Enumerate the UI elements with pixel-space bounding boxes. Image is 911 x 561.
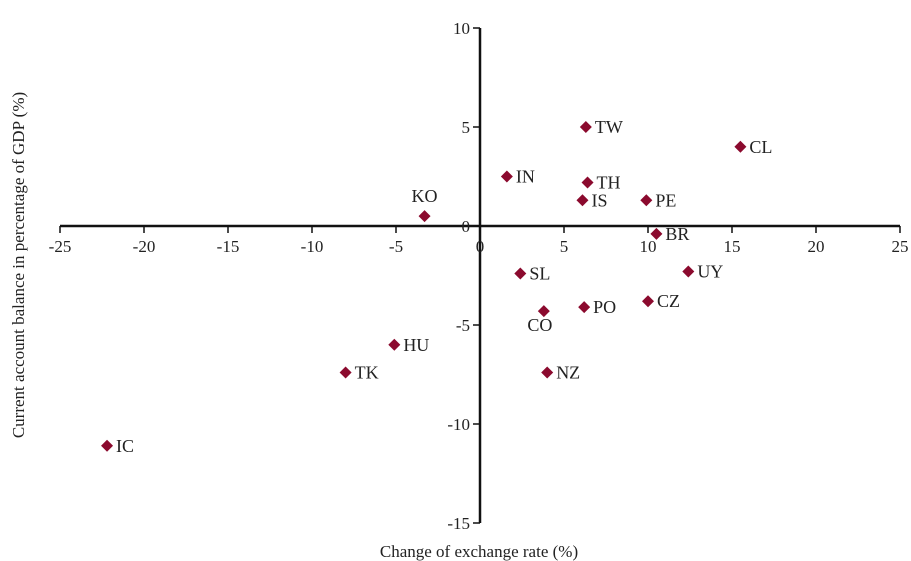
point-label-br: BR (665, 224, 689, 244)
data-point-uy (682, 265, 695, 278)
x-tick-label: -20 (133, 237, 156, 256)
x-tick-label: 25 (892, 237, 909, 256)
point-label-cl: CL (749, 137, 772, 157)
point-label-pe: PE (655, 190, 676, 210)
point-label-hu: HU (403, 335, 429, 355)
data-point-ic (101, 439, 114, 452)
data-point-cz (642, 295, 654, 308)
data-point-hu (388, 338, 401, 351)
data-point-tw (579, 121, 592, 133)
point-label-cz: CZ (657, 291, 680, 311)
point-label-sl: SL (529, 264, 550, 284)
x-tick-label: 15 (724, 237, 741, 256)
axes (59, 27, 901, 524)
x-tick-label: -10 (301, 237, 324, 256)
data-point-is (576, 194, 589, 207)
data-point-in (500, 170, 513, 183)
data-point-co (537, 305, 550, 318)
x-tick-label: 10 (640, 237, 657, 256)
data-point-th (581, 176, 594, 189)
point-label-uy: UY (697, 262, 723, 282)
point-label-nz: NZ (556, 363, 580, 383)
y-tick-label: -15 (447, 514, 470, 533)
data-point-sl (514, 267, 527, 280)
data-points (101, 121, 747, 452)
x-tick-label: 5 (560, 237, 569, 256)
tick-labels: -25 -20 -15 -10 -5 0 5 10 15 20 25 10 5 0 -5 -10 -15 (49, 19, 909, 533)
y-axis-title: Current account balance in percentage of… (9, 92, 28, 438)
data-point-po (578, 301, 591, 314)
point-label-in: IN (516, 167, 535, 187)
y-tick-label: -10 (447, 415, 470, 434)
x-tick-label: 0 (476, 237, 485, 256)
data-point-tk (339, 366, 352, 379)
data-point-br (650, 227, 663, 240)
x-tick-label: -5 (389, 237, 403, 256)
x-axis-title: Change of exchange rate (%) (380, 542, 578, 561)
data-point-ko (418, 210, 431, 223)
y-tick-label: -5 (456, 316, 470, 335)
x-tick-label: -25 (49, 237, 72, 256)
y-tick-label: 0 (462, 217, 471, 236)
point-label-ko: KO (412, 186, 438, 206)
y-tick-label: 10 (453, 19, 470, 38)
point-label-co: CO (527, 315, 552, 335)
data-point-nz (541, 366, 554, 379)
point-label-tk: TK (355, 363, 379, 383)
data-point-pe (640, 194, 653, 207)
y-tick-label: 5 (462, 118, 471, 137)
x-tick-label: -15 (217, 237, 240, 256)
point-label-th: TH (597, 172, 621, 192)
x-tick-label: 20 (808, 237, 825, 256)
point-label-is: IS (591, 190, 607, 210)
data-point-cl (734, 140, 747, 153)
point-label-ic: IC (116, 436, 134, 456)
point-label-tw: TW (595, 117, 623, 137)
point-label-po: PO (593, 297, 616, 317)
